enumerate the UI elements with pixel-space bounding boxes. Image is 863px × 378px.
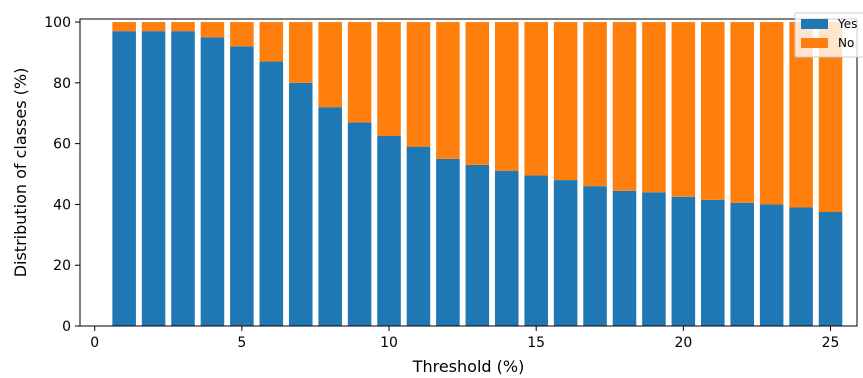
bar-no-9 [347, 22, 372, 123]
bar-no-25 [818, 22, 843, 213]
bar-yes-1 [112, 31, 136, 326]
bar-yes-3 [171, 31, 195, 326]
y-tick-label-20: 20 [53, 258, 71, 274]
bar-yes-5 [230, 46, 254, 327]
bar-no-11 [406, 22, 431, 147]
bar-yes-17 [583, 186, 607, 326]
bar-no-12 [436, 22, 460, 159]
x-tick-label-25: 25 [822, 335, 840, 351]
bar-no-24 [789, 22, 813, 208]
plot-frame [79, 18, 858, 327]
bar-no-20 [671, 22, 696, 197]
legend-swatch-yes [801, 19, 828, 29]
tick-group: 0 5 10 15 20 25 0 20 40 60 80 100 [44, 15, 839, 351]
legend-label-no: No [838, 36, 854, 50]
bar-yes-19 [642, 192, 666, 326]
y-tick-label-100: 100 [44, 15, 71, 31]
bar-yes-24 [789, 207, 813, 326]
bar-no-6 [259, 22, 284, 62]
bar-yes-14 [494, 170, 519, 326]
legend-label-yes: Yes [837, 17, 857, 31]
bar-no-15 [524, 22, 548, 176]
x-tick-label-20: 20 [674, 335, 692, 351]
y-tick-label-60: 60 [53, 137, 71, 153]
bar-no-17 [583, 22, 607, 187]
bar-yes-13 [465, 164, 490, 326]
bar-yes-16 [553, 180, 578, 326]
bar-no-21 [701, 22, 725, 200]
bar-no-23 [759, 22, 784, 205]
bar-no-22 [730, 22, 754, 203]
bar-no-19 [642, 22, 666, 193]
x-tick-label-10: 10 [380, 335, 398, 351]
bar-yes-6 [259, 61, 284, 327]
y-tick-label-0: 0 [62, 319, 71, 335]
x-tick-label-5: 5 [237, 335, 246, 351]
bar-yes-18 [612, 190, 637, 326]
bar-no-10 [377, 22, 401, 137]
bar-no-5 [230, 22, 254, 47]
y-tick-label-40: 40 [53, 197, 71, 213]
bar-no-8 [318, 22, 342, 108]
bar-yes-12 [436, 158, 460, 326]
x-axis-label: Threshold (%) [412, 357, 525, 376]
bar-no-2 [141, 22, 166, 32]
bar-yes-23 [759, 204, 784, 326]
bar-group [112, 22, 843, 327]
bar-no-1 [112, 22, 136, 32]
bar-yes-10 [377, 136, 401, 326]
bar-yes-11 [406, 146, 431, 326]
x-tick-label-0: 0 [90, 335, 99, 351]
bar-yes-9 [347, 122, 372, 326]
bar-no-7 [288, 22, 313, 83]
x-tick-label-15: 15 [527, 335, 545, 351]
bar-no-4 [200, 22, 225, 38]
bar-no-13 [465, 22, 490, 165]
bar-yes-25 [818, 212, 843, 326]
y-tick-label-80: 80 [53, 76, 71, 92]
legend-swatch-no [801, 38, 828, 48]
bar-yes-4 [200, 37, 225, 327]
legend: Yes No [794, 12, 863, 58]
axes [79, 18, 858, 327]
bar-yes-2 [141, 31, 166, 326]
bar-no-16 [553, 22, 578, 181]
bar-no-14 [494, 22, 519, 171]
bar-yes-21 [701, 199, 725, 326]
bar-no-18 [612, 22, 637, 191]
bar-yes-15 [524, 175, 548, 326]
bar-no-3 [171, 22, 195, 32]
y-axis-label: Distribution of classes (%) [11, 68, 30, 278]
bar-yes-22 [730, 202, 754, 326]
bar-yes-7 [288, 82, 313, 326]
bar-yes-8 [318, 107, 342, 327]
bar-yes-20 [671, 196, 696, 326]
